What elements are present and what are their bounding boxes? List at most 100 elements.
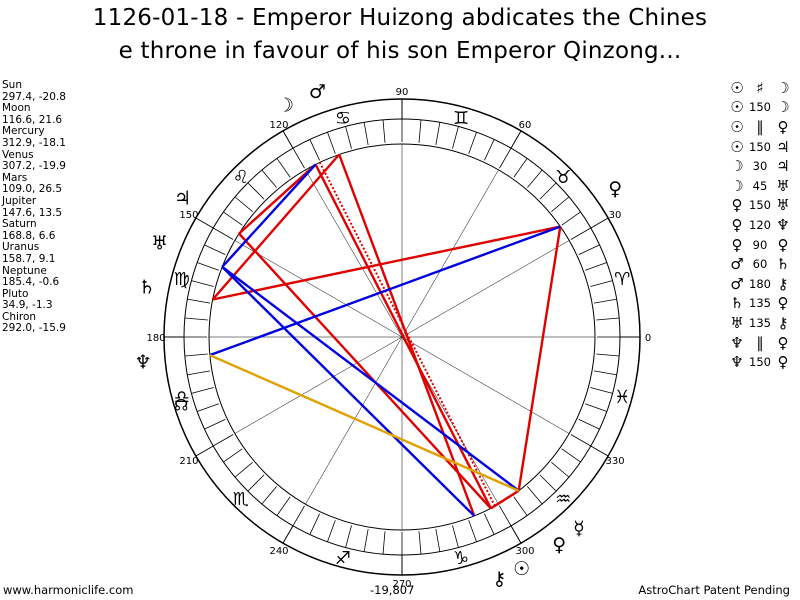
aspect-row: ♂ 60 ♄ — [727, 254, 799, 274]
aspect-type: 30 — [752, 159, 768, 174]
degree-tick — [363, 528, 369, 552]
aspect-row: ♀ 150 ♅ — [727, 196, 799, 216]
aspect-planet-2: ♅ — [776, 196, 790, 215]
planet-value: 168.8, 6.6 — [2, 229, 56, 242]
degree-label: 330 — [605, 456, 624, 467]
aspect-row: ♅ 135 ⚷ — [727, 313, 799, 333]
aspect-planet-1: ♆ — [730, 353, 744, 372]
aspect-planet-2: ♄ — [776, 255, 790, 274]
degree-label: 30 — [609, 210, 622, 221]
degree-tick — [585, 262, 607, 271]
degree-tick — [468, 520, 477, 542]
planet-value: 34.9, -1.3 — [2, 299, 53, 312]
degree-label: 90 — [396, 87, 409, 98]
degree-tick — [551, 196, 570, 212]
planet-name: Neptune — [2, 264, 47, 277]
aspect-type: 150 — [749, 355, 771, 370]
degree-tick — [261, 169, 277, 188]
zodiac-glyph: ♋ — [335, 108, 351, 129]
aspect-line — [221, 163, 317, 268]
aspect-planet-2: ⚷ — [777, 313, 789, 332]
planet-glyph: ♄ — [138, 276, 155, 298]
degree-tick — [382, 119, 386, 143]
degree-tick — [513, 496, 528, 516]
degree-label: 240 — [269, 546, 288, 557]
aspect-planet-1: ♆ — [730, 333, 744, 352]
degree-tick — [452, 525, 459, 548]
degree-tick — [191, 280, 214, 287]
sign-divider — [195, 445, 214, 457]
sign-divider — [195, 217, 214, 229]
aspect-planet-1: ♂ — [730, 255, 744, 274]
aspect-row: ♆ 150 ♀ — [727, 352, 799, 372]
north-node-icon: ☊ — [174, 395, 188, 414]
aspect-row: ☉ ♯ ☽ — [727, 78, 799, 98]
degree-tick — [204, 419, 226, 430]
degree-tick — [363, 122, 369, 146]
degree-tick — [484, 513, 495, 535]
planet-value: 292.0, -15.9 — [2, 322, 66, 335]
degree-label: 180 — [146, 333, 165, 344]
aspect-row: ☉ ∥ ♀ — [727, 117, 799, 137]
chart-title: 1126-01-18 - Emperor Huizong abdicates t… — [0, 2, 800, 68]
degree-tick — [484, 139, 495, 161]
degree-tick — [187, 298, 211, 304]
degree-tick — [513, 158, 528, 178]
aspect-planet-2: ♀ — [777, 353, 789, 372]
degree-tick — [327, 520, 336, 542]
aspect-planet-2: ♀ — [777, 333, 789, 352]
degree-tick — [452, 126, 459, 149]
planet-glyph: ♀ — [552, 534, 566, 556]
zodiac-glyph: ♊ — [453, 108, 469, 129]
planet-name: Saturn — [2, 218, 37, 231]
aspect-planet-1: ☉ — [730, 117, 744, 136]
degree-tick — [292, 148, 305, 169]
aspect-type: ∥ — [756, 333, 764, 352]
zodiac-glyph: ♎ — [174, 387, 190, 408]
degree-tick — [551, 462, 570, 478]
degree-tick — [345, 525, 352, 548]
degree-tick — [309, 139, 320, 161]
aspect-line — [517, 226, 562, 491]
degree-label: 0 — [645, 333, 651, 344]
degree-tick — [596, 353, 620, 357]
degree-tick — [527, 486, 543, 505]
aspect-planet-1: ♄ — [730, 294, 744, 313]
aspect-planet-2: ☽ — [776, 78, 790, 97]
planet-value: 109.0, 26.5 — [2, 183, 63, 196]
aspect-line — [238, 163, 317, 235]
degree-tick — [234, 462, 253, 478]
degree-label: 150 — [179, 210, 198, 221]
planet-glyph: ♅ — [151, 233, 168, 255]
degree-tick — [345, 126, 352, 149]
degree-tick — [593, 298, 617, 304]
planet-value: 147.6, 13.5 — [2, 206, 63, 219]
aspect-row: ♂ 180 ⚷ — [727, 274, 799, 294]
planet-glyph: ♃ — [174, 188, 191, 210]
degree-label: 60 — [519, 120, 532, 131]
degree-tick — [204, 244, 226, 255]
house-spoke — [401, 336, 570, 434]
degree-tick — [292, 505, 305, 526]
sign-divider — [590, 217, 609, 229]
aspect-planet-1: ♀ — [731, 196, 743, 215]
degree-tick — [435, 528, 441, 552]
degree-tick — [418, 531, 422, 555]
degree-tick — [596, 317, 620, 321]
zodiac-glyph: ♈ — [614, 269, 630, 290]
degree-tick — [276, 158, 291, 178]
zodiac-glyph: ♉ — [555, 167, 571, 188]
degree-tick — [261, 486, 277, 505]
planet-glyph: ♀ — [608, 178, 622, 200]
planet-glyph: ⚷ — [492, 568, 506, 590]
degree-tick — [593, 370, 617, 376]
aspect-row: ♄ 135 ♀ — [727, 294, 799, 314]
aspect-planet-2: ♆ — [776, 215, 790, 234]
planet-value: 307.2, -19.9 — [2, 160, 66, 173]
aspect-planet-1: ☉ — [730, 78, 744, 97]
title-line-2: e throne in favour of his son Emperor Qi… — [118, 38, 682, 64]
aspect-line — [209, 225, 561, 357]
degree-tick — [187, 370, 211, 376]
degree-tick — [223, 448, 243, 463]
